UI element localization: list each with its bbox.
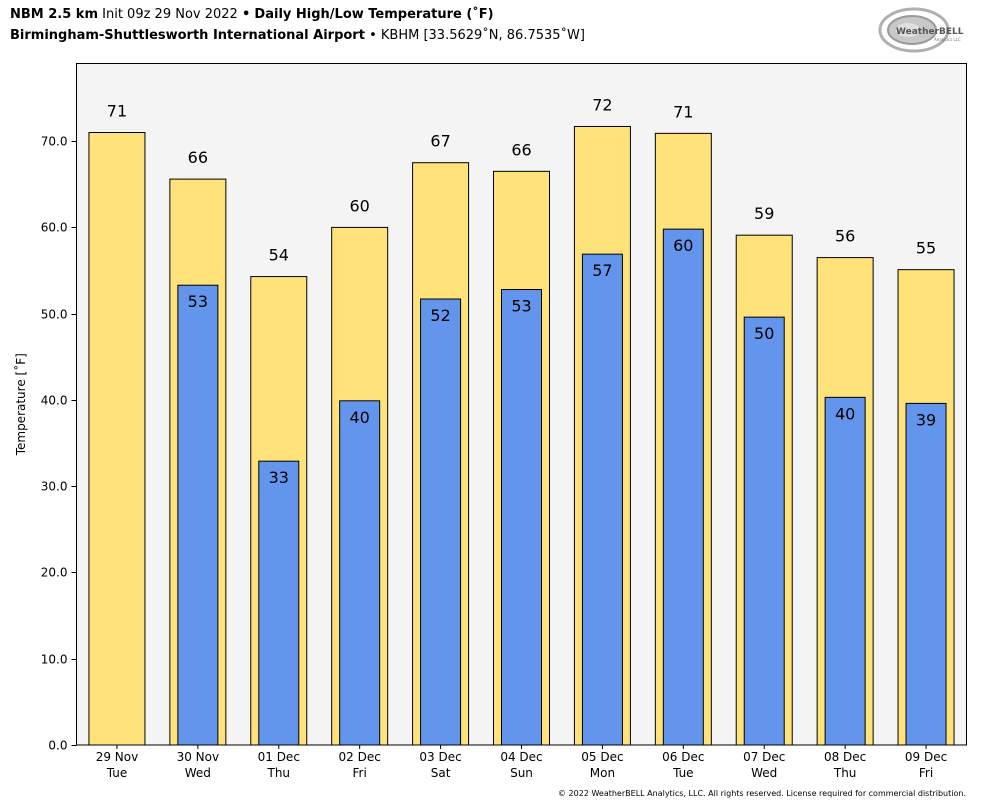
separator: • bbox=[241, 7, 251, 22]
low-temp-bar bbox=[177, 284, 219, 746]
x-tick-label-day: Mon bbox=[590, 766, 615, 780]
x-tick-label-date: 30 Nov bbox=[177, 750, 220, 764]
x-tick-label-date: 03 Dec bbox=[419, 750, 461, 764]
high-temp-label: 60 bbox=[350, 196, 370, 215]
low-temp-bar bbox=[662, 228, 704, 746]
x-tick-label-day: Thu bbox=[833, 766, 857, 780]
chart-header-line-2: Birmingham-Shuttlesworth International A… bbox=[10, 28, 585, 43]
x-tick-label-date: 04 Dec bbox=[500, 750, 542, 764]
chart-header-line-1: NBM 2.5 km Init 09z 29 Nov 2022 • Daily … bbox=[10, 7, 494, 22]
weatherbell-logo: WeatherBELL Analytics LLC bbox=[878, 7, 964, 53]
model-name: NBM 2.5 km bbox=[10, 7, 98, 22]
low-temp-bar bbox=[581, 253, 623, 746]
station-name: Birmingham-Shuttlesworth International A… bbox=[10, 28, 365, 43]
low-temp-label: 40 bbox=[350, 408, 370, 427]
y-tick-label: 30.0 bbox=[41, 480, 68, 494]
x-tick-label-date: 08 Dec bbox=[824, 750, 866, 764]
high-temp-label: 71 bbox=[673, 102, 693, 121]
logo-subtext: Analytics LLC bbox=[934, 37, 961, 42]
low-temp-bar bbox=[743, 316, 785, 746]
low-temp-label: 39 bbox=[916, 410, 936, 429]
y-tick-label: 50.0 bbox=[41, 308, 68, 322]
product-title: Daily High/Low Temperature (˚F) bbox=[254, 7, 494, 22]
y-tick-label: 0.0 bbox=[48, 739, 67, 753]
low-temp-bar bbox=[501, 289, 542, 746]
high-temp-label: 56 bbox=[835, 227, 855, 246]
high-temp-label: 54 bbox=[269, 246, 289, 265]
low-temp-label: 40 bbox=[835, 404, 855, 423]
high-temp-bar bbox=[88, 132, 146, 746]
x-tick-label-date: 05 Dec bbox=[581, 750, 623, 764]
x-tick-label-day: Sat bbox=[431, 766, 451, 780]
high-temp-label: 72 bbox=[592, 95, 612, 114]
high-temp-label: 59 bbox=[754, 204, 774, 223]
y-axis-label: Temperature [˚F] bbox=[13, 353, 28, 456]
high-temp-label: 55 bbox=[916, 239, 936, 258]
y-tick-label: 10.0 bbox=[41, 653, 68, 667]
y-tick-label: 70.0 bbox=[41, 135, 68, 149]
init-time: Init 09z 29 Nov 2022 bbox=[102, 7, 238, 22]
x-tick-label-day: Fri bbox=[353, 766, 367, 780]
x-tick-label-day: Wed bbox=[185, 766, 211, 780]
logo-swirl-core bbox=[896, 23, 920, 37]
x-tick-label-day: Sun bbox=[510, 766, 533, 780]
low-temp-label: 60 bbox=[673, 236, 693, 255]
x-tick-label-day: Wed bbox=[751, 766, 777, 780]
x-tick-label-date: 06 Dec bbox=[662, 750, 704, 764]
logo-text: WeatherBELL bbox=[896, 27, 964, 37]
low-temp-label: 53 bbox=[188, 292, 208, 311]
low-temp-label: 33 bbox=[269, 468, 289, 487]
low-temp-label: 50 bbox=[754, 324, 774, 343]
low-temp-bar bbox=[420, 298, 462, 746]
x-axis: 29 Nov Tue 30 Nov Wed 01 Dec Thu 02 Dec Fri 03 D… bbox=[96, 745, 947, 780]
x-tick-label-day: Tue bbox=[106, 766, 128, 780]
low-temp-label: 53 bbox=[511, 297, 531, 316]
high-temp-label: 66 bbox=[188, 148, 208, 167]
low-temp-bar bbox=[258, 460, 300, 746]
separator: • bbox=[369, 28, 377, 43]
y-tick-label: 20.0 bbox=[41, 566, 68, 580]
bars-group: 71 66 53 54 33 60 40 67 52 66 53 72 57 71 60 59 50 56 40 55… bbox=[88, 95, 955, 746]
low-temp-bar bbox=[905, 402, 947, 746]
station-info: KBHM [33.5629˚N, 86.7535˚W] bbox=[380, 28, 585, 43]
y-tick-label: 40.0 bbox=[41, 394, 68, 408]
plot-frame bbox=[76, 63, 967, 746]
y-axis: 0.0 10.0 20.0 30.0 40.0 50.0 60.0 70.0 bbox=[41, 135, 77, 753]
x-tick-label-day: Thu bbox=[266, 766, 290, 780]
logo-swirl-outer bbox=[878, 7, 950, 53]
x-tick-label-date: 09 Dec bbox=[905, 750, 947, 764]
x-tick-label-date: 01 Dec bbox=[258, 750, 300, 764]
low-temp-bar bbox=[824, 396, 866, 746]
x-tick-label-date: 07 Dec bbox=[743, 750, 785, 764]
x-tick-label-day: Fri bbox=[919, 766, 933, 780]
high-temp-label: 71 bbox=[107, 102, 127, 121]
low-temp-label: 52 bbox=[430, 306, 450, 325]
high-temp-label: 66 bbox=[511, 140, 531, 159]
low-temp-label: 57 bbox=[592, 261, 612, 280]
copyright-notice: © 2022 WeatherBELL Analytics, LLC. All r… bbox=[558, 789, 966, 798]
low-temp-bar bbox=[339, 400, 381, 746]
y-tick-label: 60.0 bbox=[41, 221, 68, 235]
x-tick-label-date: 02 Dec bbox=[339, 750, 381, 764]
x-tick-label-date: 29 Nov bbox=[96, 750, 139, 764]
x-tick-label-day: Tue bbox=[672, 766, 694, 780]
high-temp-label: 67 bbox=[430, 132, 450, 151]
